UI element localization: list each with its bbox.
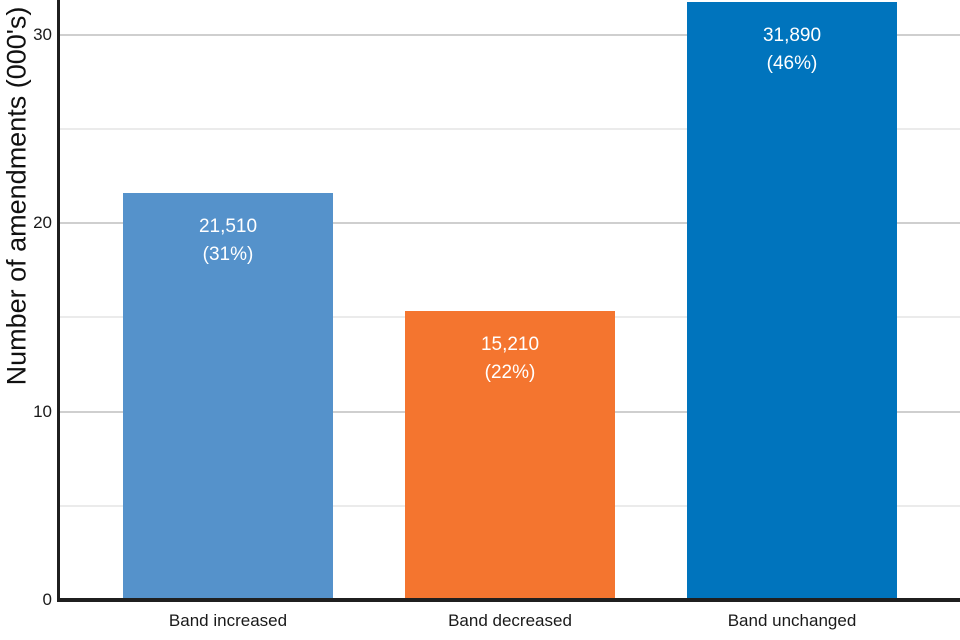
y-tick-label: 20 [33, 213, 52, 232]
x-axis-line [57, 598, 960, 602]
bar-value-text: 31,890 [762, 25, 822, 46]
bar-percent-text: (46%) [766, 53, 818, 74]
y-tick-label: 0 [42, 590, 52, 609]
bar-percent-text: (31%) [202, 244, 254, 265]
bar-value-label: 31,890 (46%) [687, 22, 897, 78]
bar-value-text: 15,210 [480, 334, 540, 355]
major-gridline [60, 222, 960, 224]
bar-band-increased [123, 193, 333, 598]
bar-value-label: 21,510 (31%) [123, 213, 333, 269]
bar-value-label: 15,210 (22%) [405, 331, 615, 387]
category-label: Band unchanged [727, 611, 857, 630]
bar-band-decreased [405, 311, 615, 598]
minor-gridline [60, 127, 960, 130]
bar-percent-text: (22%) [484, 362, 536, 383]
y-axis-title: Number of amendments (000's) [1, 6, 32, 386]
y-axis-line [57, 0, 60, 598]
bar-value-text: 21,510 [198, 216, 258, 237]
bar-band-unchanged [687, 2, 897, 598]
y-tick-label: 30 [33, 24, 52, 44]
category-label: Band decreased [448, 611, 572, 630]
y-tick-label: 10 [33, 401, 52, 421]
major-gridline [60, 33, 960, 36]
category-label: Band increased [168, 611, 288, 630]
